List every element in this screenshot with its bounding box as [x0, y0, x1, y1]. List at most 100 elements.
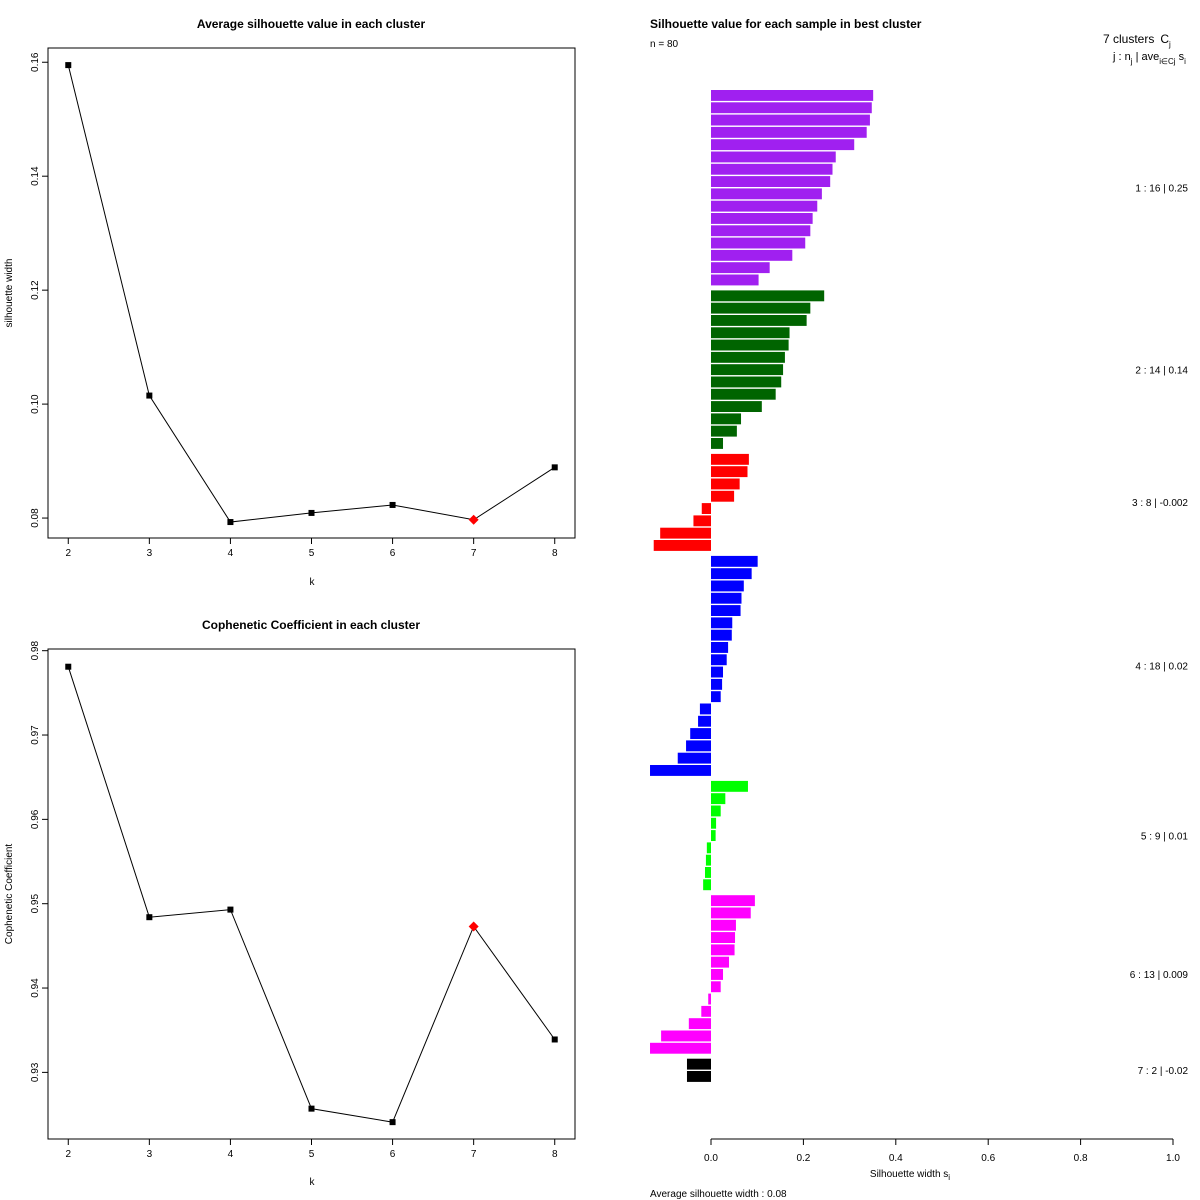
silhouette-bar — [711, 225, 811, 237]
cluster-label: 6 : 13 | 0.009 — [1130, 970, 1189, 981]
data-point — [551, 464, 558, 471]
silhouette-bar — [701, 503, 711, 514]
y-tick-label: 0.95 — [30, 894, 41, 914]
silhouette-bar — [653, 540, 711, 551]
y-axis-label: silhouette width — [4, 259, 15, 328]
silhouette-bar — [711, 388, 776, 400]
data-point — [308, 509, 315, 516]
silhouette-bar — [703, 879, 711, 891]
silhouette-bar — [711, 364, 784, 376]
plot-frame — [47, 47, 576, 539]
x-tick-label: 2 — [65, 1149, 71, 1160]
data-point — [146, 392, 153, 399]
x-axis-label-sub: i — [948, 1173, 950, 1182]
silhouette-bar — [711, 805, 721, 817]
silhouette-bar — [677, 752, 711, 764]
silhouette-bar — [701, 1005, 711, 1017]
silhouette-bar — [711, 339, 789, 351]
x-ticks: 2 3 4 5 6 7 8 — [65, 538, 558, 559]
x-tick-label: 4 — [228, 548, 234, 559]
silhouette-bar — [711, 327, 790, 339]
cluster-labels: 1 : 16 | 0.25 2 : 14 | 0.14 3 : 8 | -0.002… — [1130, 183, 1189, 1077]
silhouette-bars — [650, 90, 874, 1082]
silhouette-bar — [711, 907, 751, 919]
y-tick-label: 0.98 — [30, 641, 41, 661]
silhouette-bar — [711, 237, 806, 249]
silhouette-bar — [711, 114, 870, 126]
highlight-point — [468, 921, 479, 932]
cluster-label: 1 : 16 | 0.25 — [1135, 183, 1188, 194]
x-tick-label: 0.0 — [704, 1153, 718, 1164]
silhouette-bar — [711, 969, 724, 980]
legend-header-c: s — [1176, 51, 1185, 63]
silhouette-bar — [711, 932, 736, 943]
y-tick-label: 0.10 — [30, 394, 41, 414]
x-axis-label: k — [310, 1177, 316, 1188]
silhouette-bar — [711, 315, 807, 326]
silhouette-bar — [711, 126, 867, 138]
silhouette-bar-panel: Silhouette value for each sample in best… — [650, 17, 1188, 1200]
y-tick-label: 0.08 — [30, 508, 41, 528]
x-tick-label: 7 — [471, 548, 477, 559]
silhouette-bar — [711, 453, 749, 465]
silhouette-bar — [661, 1030, 711, 1042]
silhouette-bar — [711, 678, 723, 690]
silhouette-bar — [711, 151, 836, 163]
silhouette-bar — [711, 139, 855, 151]
silhouette-bar — [704, 867, 711, 878]
highlight-point — [468, 514, 479, 525]
x-tick-label: 6 — [390, 1149, 396, 1160]
data-point — [65, 663, 72, 670]
silhouette-bar — [690, 728, 711, 739]
x-axis-label-text: Silhouette width s — [870, 1169, 948, 1180]
silhouette-bar — [711, 555, 758, 567]
silhouette-bar — [711, 376, 782, 388]
silhouette-bar — [711, 213, 813, 224]
silhouette-bar — [711, 290, 825, 302]
silhouette-bar — [693, 515, 711, 527]
silhouette-bar — [686, 740, 711, 752]
cluster-label: 2 : 14 | 0.14 — [1135, 365, 1188, 376]
x-ticks: 0.0 0.2 0.4 0.6 0.8 1.0 — [704, 1139, 1180, 1164]
legend-header: j : nj | avei∈Cj si — [1112, 51, 1186, 66]
silhouette-bar — [711, 580, 744, 592]
y-ticks: 0.93 0.94 0.95 0.96 0.97 0.98 — [30, 641, 48, 1082]
legend-header-a-sub: j — [1130, 57, 1133, 66]
silhouette-bar — [711, 780, 748, 792]
silhouette-bar — [699, 703, 711, 715]
silhouette-bar — [711, 274, 759, 286]
x-tick-label: 7 — [471, 1149, 477, 1160]
silhouette-bar — [711, 302, 811, 314]
silhouette-bar — [711, 351, 785, 363]
sample-count: n = 80 — [650, 39, 679, 50]
legend-header-b-sub: i∈Cj — [1159, 57, 1176, 66]
y-tick-label: 0.14 — [30, 166, 41, 186]
series-line — [67, 666, 556, 1123]
y-tick-label: 0.16 — [30, 52, 41, 72]
silhouette-bar — [711, 830, 716, 841]
silhouette-bar — [711, 793, 726, 805]
x-tick-label: 5 — [309, 1149, 315, 1160]
y-tick-label: 0.94 — [30, 978, 41, 998]
silhouette-bar — [711, 490, 735, 502]
x-tick-label: 0.2 — [796, 1153, 810, 1164]
data-point — [389, 501, 396, 508]
series-points — [65, 663, 558, 1126]
x-tick-label: 0.8 — [1074, 1153, 1088, 1164]
silhouette-bar — [711, 568, 752, 580]
silhouette-bar — [711, 895, 755, 907]
y-axis-label: Cophenetic Coefficient — [4, 844, 15, 945]
legend-symbol: C — [1160, 32, 1169, 46]
x-tick-label: 8 — [552, 1149, 558, 1160]
x-tick-label: 1.0 — [1166, 1153, 1180, 1164]
silhouette-bar — [711, 629, 732, 641]
silhouette-line-panel: Average silhouette value in each cluster… — [4, 17, 576, 588]
average-silhouette-footer: Average silhouette width : 0.08 — [650, 1189, 787, 1200]
silhouette-bar — [711, 956, 730, 968]
x-axis-label: k — [310, 577, 316, 588]
silhouette-bar — [711, 944, 735, 956]
cluster-label: 7 : 2 | -0.02 — [1138, 1066, 1189, 1077]
silhouette-bar — [650, 1042, 711, 1054]
cluster-label: 5 : 9 | 0.01 — [1141, 831, 1189, 842]
data-point — [65, 62, 72, 69]
